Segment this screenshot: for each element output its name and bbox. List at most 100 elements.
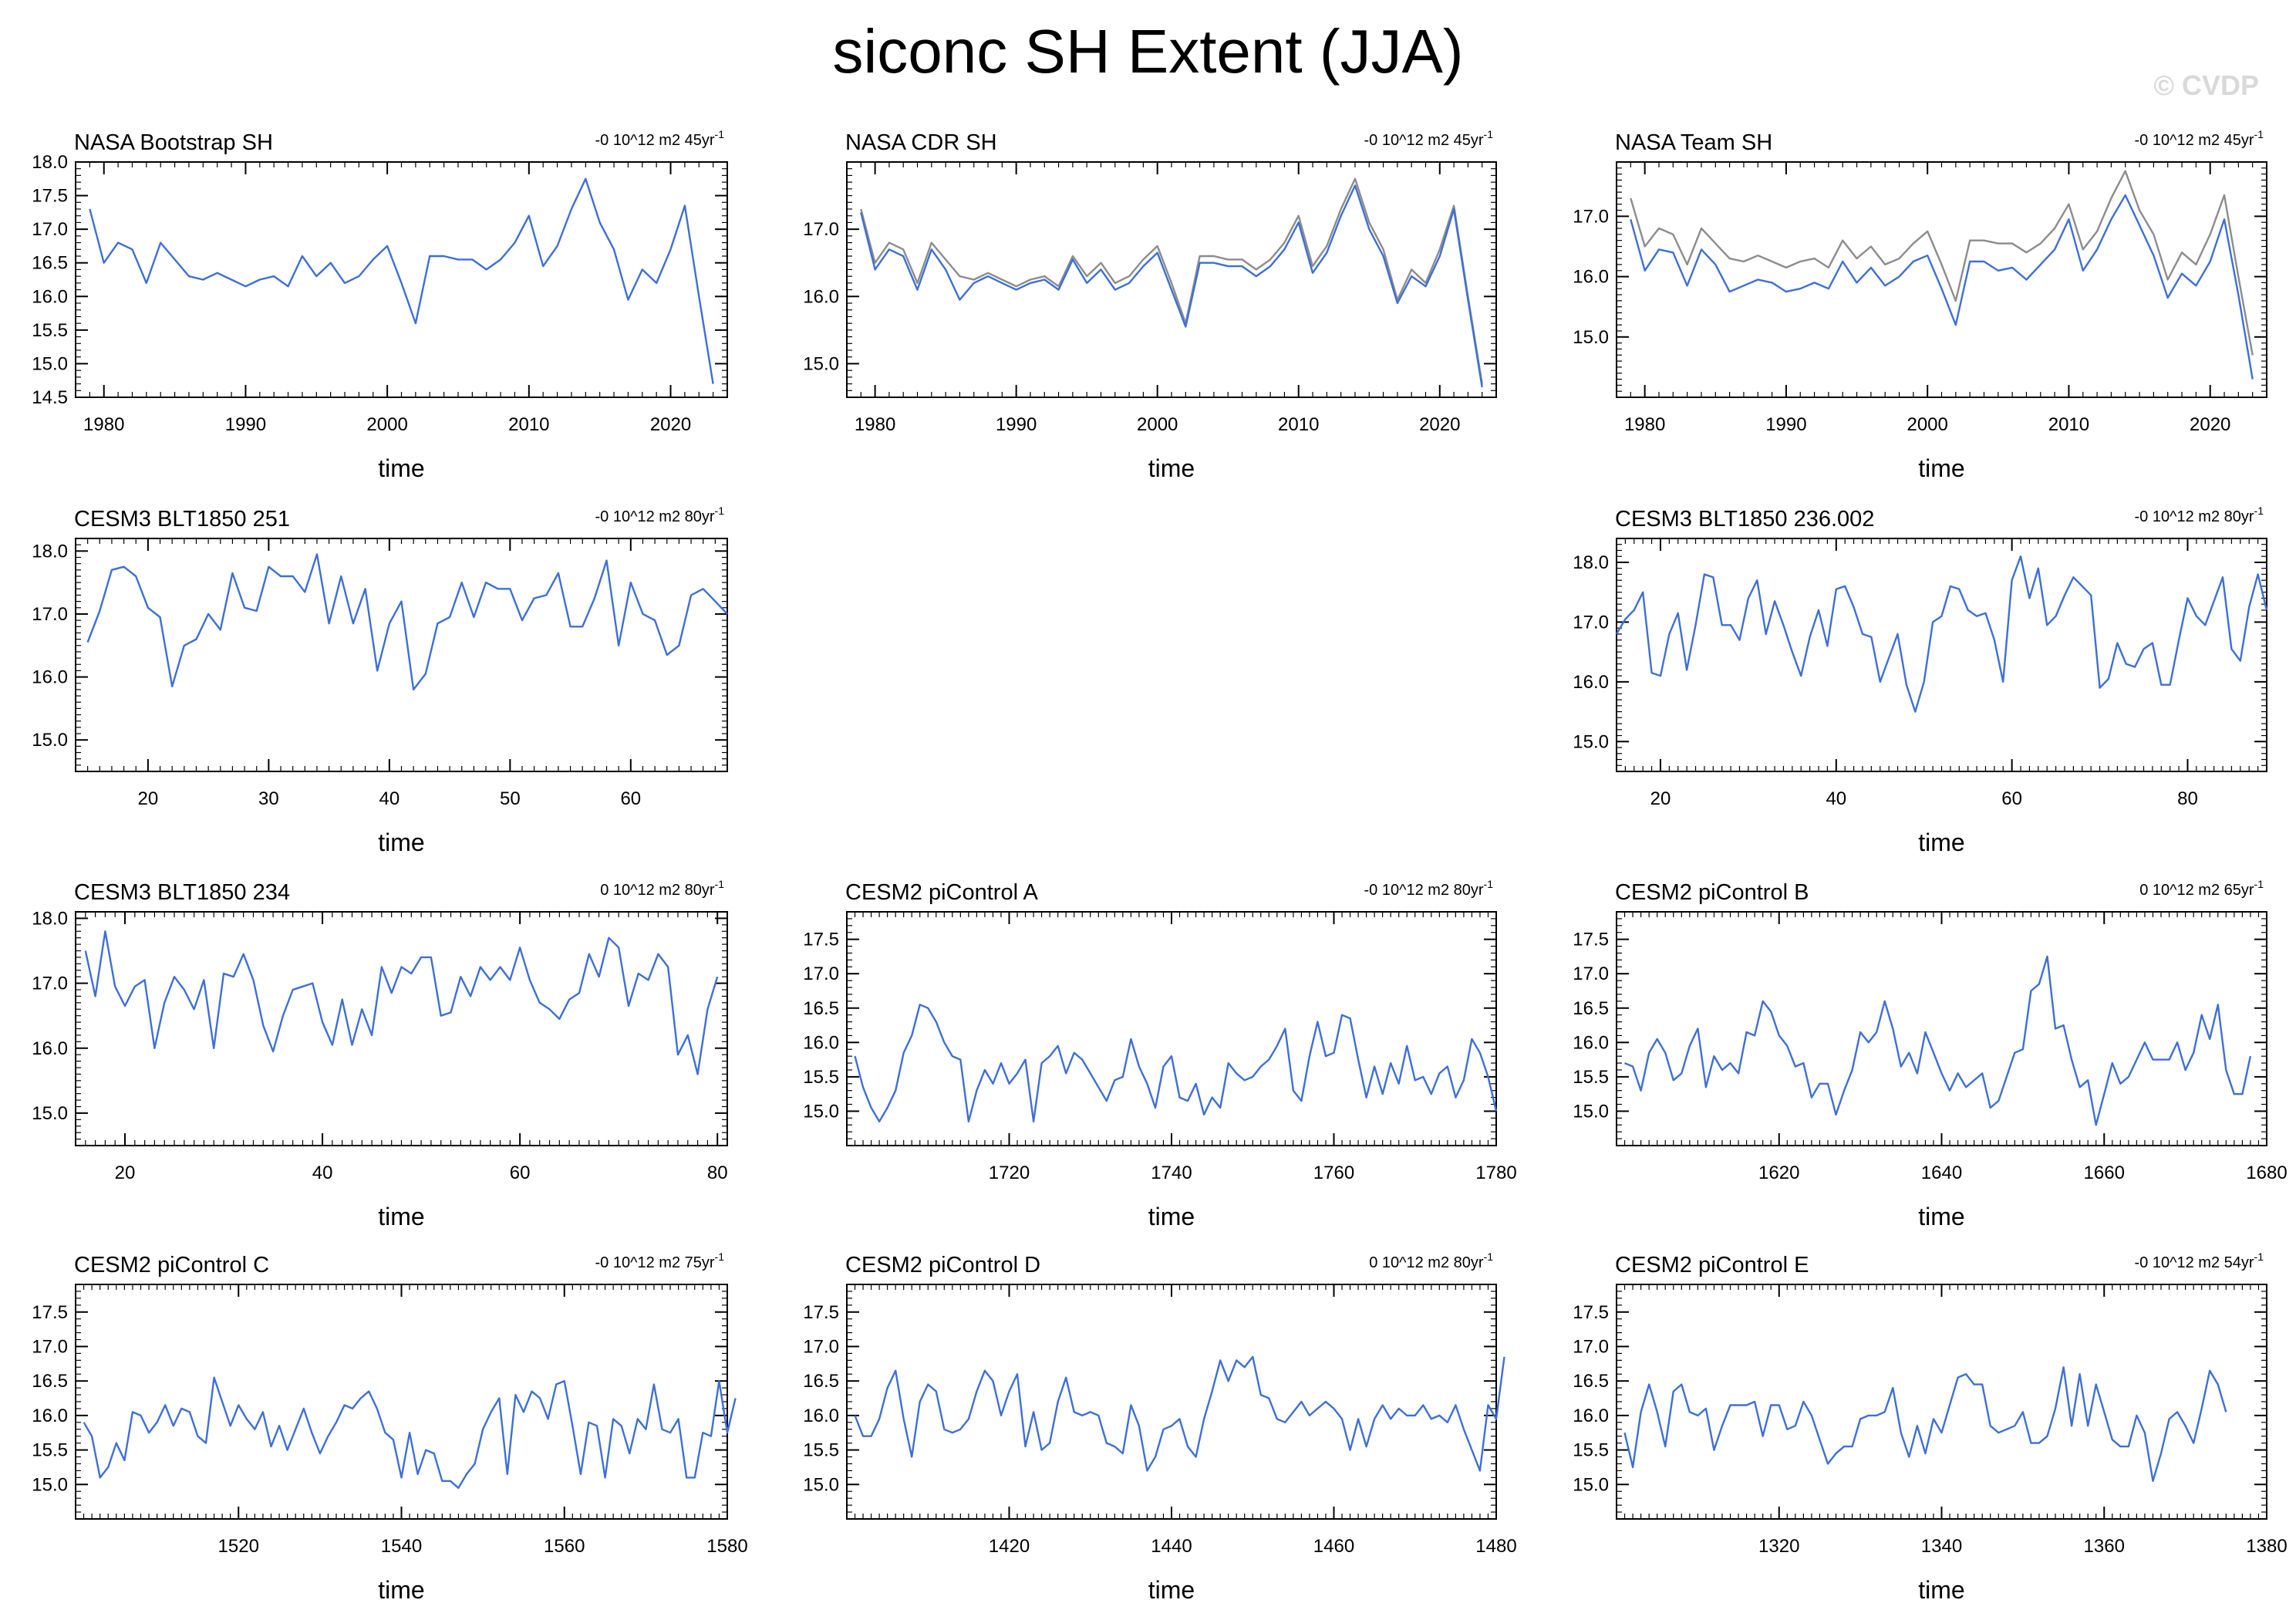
series-line [86,553,728,691]
x-tick-label: 40 [1826,788,1846,809]
series-line [854,1355,1505,1472]
x-tick-label: 1980 [855,414,895,435]
y-tick-label: 17.5 [1573,930,1609,950]
x-tick-label: 80 [707,1163,728,1183]
x-axis-label: time [378,829,424,856]
plot-frame [1616,1284,2267,1520]
panel-title: CESM3 BLT1850 234 [74,880,290,905]
chart-panel: 15.0 16.0 17.0 18.0 20 30 40 50 60 CESM3 BLT1850 … [32,505,728,856]
x-tick-label: 1640 [1921,1163,1962,1183]
x-tick-label: 40 [312,1163,333,1183]
series-line [854,1004,1498,1123]
chart-panel: 15.0 16.0 17.0 1980 1990 2000 2010 2020 NASA CDR… [803,128,1497,482]
chart-panel: 15.0 15.5 16.0 16.5 17.0 17.5 1420 1440 1460 1480… [803,1250,1516,1604]
y-tick-label: 15.0 [1573,1474,1609,1495]
y-tick-label: 15.0 [803,1101,839,1122]
trend-label: -0 10^12 m2 80yr-1 [595,505,725,525]
trend-label: -0 10^12 m2 80yr-1 [1364,878,1494,899]
trend-label: 0 10^12 m2 80yr-1 [600,878,724,899]
x-tick-label: 1780 [1475,1163,1516,1183]
plot-frame [75,1284,728,1520]
x-axis-label: time [1918,1203,1964,1230]
plot-frame [846,161,1497,398]
x-tick-label: 1440 [1151,1536,1192,1557]
x-tick-label: 20 [1650,788,1671,809]
y-tick-label: 17.0 [32,604,68,625]
y-tick-label: 16.0 [32,667,68,688]
series-line [83,1376,737,1490]
y-tick-label: 16.0 [803,286,839,307]
x-axis-label: time [378,1203,424,1230]
y-tick-label: 15.0 [803,353,839,374]
chart-panel: 15.0 16.0 17.0 18.0 20 40 60 80 CESM3 BLT1850 23… [1573,505,2268,856]
trend-exponent: -1 [715,878,725,890]
y-tick-label: 15.0 [803,1474,839,1495]
panel-title: CESM3 BLT1850 236.002 [1615,507,1874,532]
x-axis-label: time [1148,454,1195,482]
plot-frame [75,911,728,1146]
x-tick-label: 2000 [366,414,407,435]
y-tick-label: 17.0 [803,219,839,240]
x-axis-label: time [1918,829,1964,856]
x-tick-label: 2020 [650,414,691,435]
chart-panel: 15.0 16.0 17.0 1980 1990 2000 2010 2020 NASA Tea… [1573,128,2267,482]
chart-panel: 15.0 16.0 17.0 18.0 20 40 60 80 CESM3 BLT1850 23… [32,878,728,1230]
y-tick-label: 18.0 [32,908,68,929]
x-tick-label: 2020 [2190,414,2230,435]
y-tick-label: 15.0 [32,1474,68,1495]
x-tick-label: 1990 [996,414,1037,435]
y-tick-label: 16.5 [803,1371,839,1392]
trend-exponent: -1 [2254,128,2264,140]
x-tick-label: 1580 [706,1536,747,1557]
x-tick-label: 1360 [2084,1536,2125,1557]
y-tick-label: 15.5 [803,1440,839,1461]
y-tick-label: 18.0 [32,152,68,173]
x-tick-label: 1380 [2246,1536,2287,1557]
x-tick-label: 1540 [381,1536,422,1557]
y-tick-label: 15.0 [32,1103,68,1124]
y-tick-label: 17.0 [32,974,68,994]
x-tick-label: 1990 [1765,414,1806,435]
trend-exponent: -1 [715,128,725,140]
x-tick-label: 60 [620,788,641,809]
trend-label: -0 10^12 m2 45yr-1 [2135,128,2264,149]
x-tick-label: 2010 [2048,414,2089,435]
x-tick-label: 1460 [1313,1536,1354,1557]
plot-frame [846,1284,1497,1520]
y-tick-label: 16.0 [32,286,68,307]
plot-frame [1616,538,2267,772]
trend-label: 0 10^12 m2 65yr-1 [2139,878,2264,899]
trend-exponent: -1 [2254,505,2264,517]
x-tick-label: 2020 [1419,414,1460,435]
chart-panel: 15.0 15.5 16.0 16.5 17.0 17.5 1320 1340 1360 1380… [1573,1250,2287,1604]
y-tick-label: 16.5 [803,998,839,1019]
y-tick-label: 14.5 [32,387,68,408]
y-tick-label: 15.0 [1573,327,1609,348]
y-tick-label: 17.0 [32,219,68,240]
series-line [860,177,1483,384]
panel-title: NASA Bootstrap SH [74,130,273,155]
plot-frame [75,161,728,398]
y-tick-label: 17.0 [1573,206,1609,227]
y-tick-label: 15.0 [1573,731,1609,752]
series-line [1623,1366,2227,1483]
x-tick-label: 1520 [218,1536,259,1557]
panel-title: CESM3 BLT1850 251 [74,507,290,532]
y-tick-label: 16.5 [32,1371,68,1392]
x-axis-label: time [1148,1576,1195,1604]
y-tick-label: 16.0 [803,1032,839,1053]
trend-label: -0 10^12 m2 75yr-1 [595,1250,725,1271]
y-tick-label: 18.0 [1573,552,1609,573]
x-tick-label: 2000 [1137,414,1178,435]
plot-frame [1616,161,2267,398]
y-tick-label: 16.0 [32,1406,68,1426]
chart-panel: 15.0 15.5 16.0 16.5 17.0 17.5 1720 1740 1760 1780… [803,878,1516,1230]
series-line [84,930,719,1075]
x-tick-label: 1620 [1758,1163,1799,1183]
y-tick-label: 17.0 [803,1336,839,1357]
y-tick-label: 16.0 [1573,672,1609,693]
y-tick-label: 15.0 [32,730,68,751]
chart-panel: 15.0 15.5 16.0 16.5 17.0 17.5 1620 1640 1660 1680… [1573,878,2287,1230]
x-tick-label: 20 [115,1163,136,1183]
